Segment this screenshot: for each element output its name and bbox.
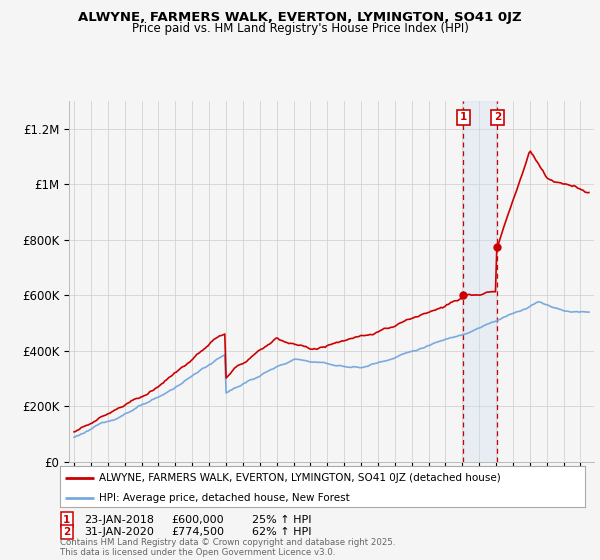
- Text: 31-JAN-2020: 31-JAN-2020: [84, 527, 154, 537]
- Text: 1: 1: [460, 113, 467, 123]
- Text: Price paid vs. HM Land Registry's House Price Index (HPI): Price paid vs. HM Land Registry's House …: [131, 22, 469, 35]
- Text: ALWYNE, FARMERS WALK, EVERTON, LYMINGTON, SO41 0JZ: ALWYNE, FARMERS WALK, EVERTON, LYMINGTON…: [78, 11, 522, 24]
- Text: 23-JAN-2018: 23-JAN-2018: [84, 515, 154, 525]
- Text: 25% ↑ HPI: 25% ↑ HPI: [252, 515, 311, 525]
- Text: 2: 2: [494, 113, 501, 123]
- Text: 62% ↑ HPI: 62% ↑ HPI: [252, 527, 311, 537]
- Text: ALWYNE, FARMERS WALK, EVERTON, LYMINGTON, SO41 0JZ (detached house): ALWYNE, FARMERS WALK, EVERTON, LYMINGTON…: [100, 473, 501, 483]
- Text: £774,500: £774,500: [171, 527, 224, 537]
- Text: Contains HM Land Registry data © Crown copyright and database right 2025.
This d: Contains HM Land Registry data © Crown c…: [60, 538, 395, 557]
- Bar: [463, 101, 497, 462]
- Text: 1: 1: [63, 515, 70, 525]
- Text: HPI: Average price, detached house, New Forest: HPI: Average price, detached house, New …: [100, 493, 350, 503]
- Text: 2: 2: [63, 527, 70, 537]
- Text: £600,000: £600,000: [171, 515, 224, 525]
